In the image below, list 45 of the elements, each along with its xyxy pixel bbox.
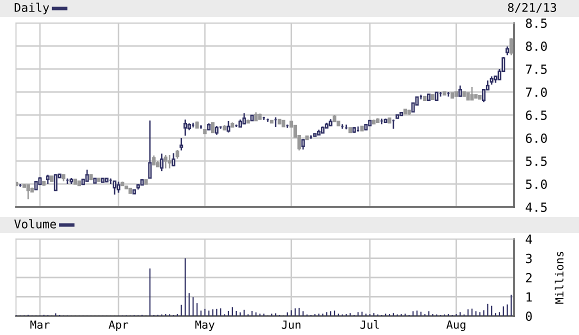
x-tick-label: Apr <box>108 320 128 331</box>
candlestick <box>210 122 215 134</box>
x-tick-label: Jul <box>360 320 379 329</box>
candlestick <box>509 37 514 56</box>
y-tick-label: 3 <box>526 254 532 264</box>
y-tick-label: 8.0 <box>526 42 547 51</box>
candlestick <box>470 86 474 101</box>
candlestick <box>482 88 486 103</box>
y-tick-label: 5.5 <box>526 156 547 166</box>
y-tick-label: 7.5 <box>526 64 547 74</box>
y-tick-label: 7.0 <box>526 88 547 97</box>
candlestick <box>172 152 176 167</box>
y-tick-label: 6.5 <box>526 110 547 120</box>
y-tick-label: 4.5 <box>526 202 547 212</box>
candlestick <box>242 112 246 125</box>
candlestick <box>180 137 184 152</box>
candlestick <box>152 154 156 166</box>
y-tick-label: 0 <box>526 312 532 321</box>
candlestick <box>116 181 120 194</box>
y-tick-label: 1 <box>526 292 532 302</box>
y-tick-label: 2 <box>526 273 532 282</box>
candlestick <box>148 120 152 180</box>
candlestick <box>184 118 188 136</box>
candlestick <box>112 180 116 196</box>
candlestick <box>26 184 30 200</box>
text: 8/21/13 <box>508 3 556 13</box>
candlestick <box>226 120 230 134</box>
candlestick <box>160 152 164 172</box>
x-tick-label: Aug <box>446 320 466 331</box>
y-tick-label: 5.0 <box>526 180 547 189</box>
candlestick <box>458 84 462 98</box>
x-tick-label: May <box>195 320 215 331</box>
y-tick-label: 8.5 <box>526 18 547 28</box>
chart-title: Daily <box>14 2 50 14</box>
x-tick-label: Jun <box>282 320 300 329</box>
candlestick <box>164 154 168 170</box>
y-axis-title: Millions <box>554 252 564 304</box>
y-tick-label: 4 <box>526 234 532 244</box>
y-tick-label: 6.0 <box>526 134 547 143</box>
candlestick <box>46 174 50 185</box>
x-tick-label: Mar <box>30 320 50 329</box>
candlestick <box>54 174 58 192</box>
chart-title: Volume <box>14 219 56 228</box>
candlestick <box>85 169 89 182</box>
candlestick <box>168 154 172 170</box>
